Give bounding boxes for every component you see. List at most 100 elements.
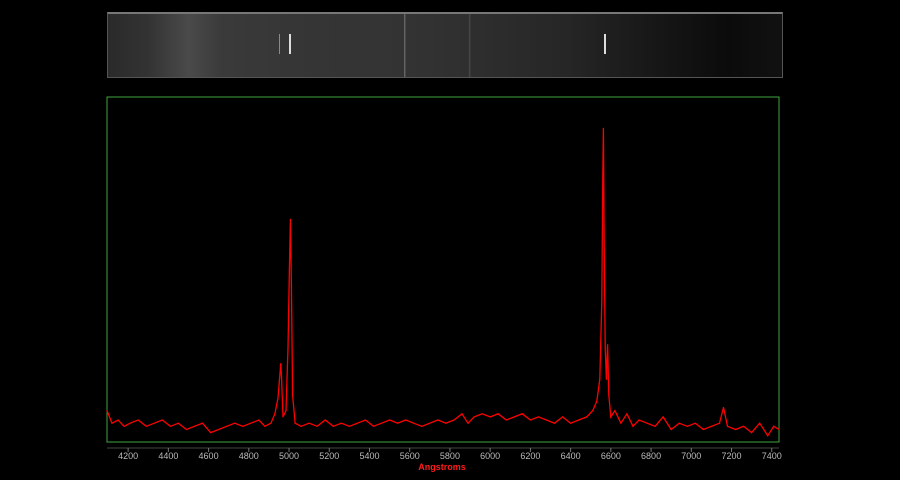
spectrum-data-point: [767, 435, 769, 437]
spectrum-data-point: [234, 422, 236, 424]
spectrum-data-point: [117, 419, 119, 421]
emission-line-halpha: [604, 34, 606, 54]
x-tick-label: 6000: [480, 451, 500, 461]
spectrum-data-point: [137, 419, 139, 421]
spectrum-data-point: [429, 422, 431, 424]
spectrum-data-point: [467, 422, 469, 424]
spectrum-data-point: [561, 416, 564, 418]
spectrum-data-point: [250, 422, 252, 424]
x-tick-label: 5200: [319, 451, 339, 461]
spectrum-data-point: [605, 378, 608, 380]
spectrum-data-point: [364, 419, 367, 421]
spectrum-data-point: [694, 422, 696, 424]
x-tick-label: 7200: [722, 451, 742, 461]
spectrum-data-point: [604, 347, 606, 349]
spectrum-data-point: [285, 410, 287, 412]
spectrum-data-point: [632, 425, 634, 427]
x-axis-label: Angstroms: [418, 462, 466, 472]
spectrum-data-point: [282, 416, 284, 418]
spectrum-data-point: [620, 422, 622, 424]
spectrum-data-point: [340, 422, 342, 424]
plot-frame: [106, 96, 780, 443]
spectrum-data-point: [751, 431, 753, 434]
spectrum-data-point: [185, 428, 188, 431]
spectrum-data-point: [578, 419, 580, 421]
spectrum-data-point: [177, 422, 180, 424]
x-tick-label: 5800: [440, 451, 460, 461]
x-tick-label: 4200: [118, 451, 138, 461]
x-tick-label: 4600: [199, 451, 219, 461]
spectrum-data-point: [413, 422, 415, 424]
spectrum-data-point: [759, 422, 761, 424]
spectrum-data-point: [388, 419, 391, 421]
x-tick-label: 6200: [520, 451, 540, 461]
spectrum-data-point: [521, 413, 523, 415]
spectrum-data-point: [405, 419, 407, 421]
x-tick-label: 6600: [601, 451, 621, 461]
spectrum-data-point: [308, 422, 310, 424]
spectrum-data-point: [280, 378, 283, 380]
spectrum-data-point: [145, 425, 147, 427]
spectrum-data-point: [153, 422, 155, 424]
spectrum-data-point: [529, 419, 531, 421]
spectrum-data-point: [300, 425, 302, 427]
spectrum-data-point: [654, 425, 656, 427]
spectrum-data-point: [445, 422, 447, 424]
spectrum-data-point: [279, 372, 281, 374]
spectrum-data-point: [324, 419, 326, 421]
spectrum-data-point: [722, 406, 725, 409]
x-tick-label: 5600: [400, 451, 420, 461]
spectrum-data-point: [161, 419, 163, 421]
spectrum-data-point: [726, 425, 729, 427]
spectrum-data-point: [596, 400, 598, 402]
spectrum-data-point: [603, 221, 605, 224]
spectrum-data-point: [437, 419, 439, 421]
spectrum-data-point: [380, 422, 383, 424]
spectrum-data-point: [742, 425, 745, 427]
spectrum-data-point: [678, 422, 680, 424]
spectrum-data-point: [710, 425, 713, 427]
spectrum-data-point: [626, 413, 628, 415]
spectrum-data-point: [372, 425, 375, 427]
spectrum-data-point: [356, 422, 359, 424]
spectrum-data-point: [316, 425, 318, 427]
spectrum-data-point: [607, 344, 609, 346]
x-tick-label: 5400: [359, 451, 379, 461]
x-tick-label: 7000: [681, 451, 701, 461]
spectrum-data-point: [505, 419, 507, 421]
spectrum-data-point: [778, 428, 780, 431]
spectrum-data-point: [169, 425, 171, 427]
spectrum-data-point: [662, 416, 664, 418]
spectrum-data-point: [670, 428, 672, 431]
spectrum-data-point: [602, 127, 605, 129]
spectrum-data-point: [290, 284, 293, 286]
emission-line-oiii-4959: [279, 34, 280, 54]
spectrum-data-point: [288, 268, 291, 271]
spectrum-data-point: [111, 422, 113, 424]
emission-line-oiii-5007: [289, 34, 291, 54]
spectrum-data-point: [686, 425, 688, 427]
spectrum-data-point: [348, 425, 350, 427]
x-tick-label: 4400: [158, 451, 178, 461]
spectrum-data-point: [481, 413, 483, 415]
spectrum-data-point: [264, 425, 266, 427]
spectrum-data-point: [553, 422, 556, 424]
x-tick-label: 4800: [239, 451, 259, 461]
spectrum-data-point: [277, 397, 279, 399]
spectrum-image-strip: [107, 12, 783, 78]
spectrum-data-point: [201, 422, 204, 424]
spectrum-data-point: [209, 431, 212, 434]
spectrum-data-point: [586, 416, 588, 418]
spectrum-series-line: [106, 128, 780, 437]
spectrum-data-point: [718, 422, 721, 424]
spectrum-data-point: [274, 413, 276, 415]
spectrum-data-point: [287, 347, 289, 349]
spectrum-data-point: [638, 419, 640, 421]
x-tick-label: 6400: [561, 451, 581, 461]
spectrum-data-point: [270, 422, 272, 424]
spectrum-data-point: [545, 419, 548, 421]
spectrum-data-point: [592, 410, 594, 412]
spectrum-data-point: [218, 428, 220, 431]
spectrum-data-point: [280, 362, 282, 365]
